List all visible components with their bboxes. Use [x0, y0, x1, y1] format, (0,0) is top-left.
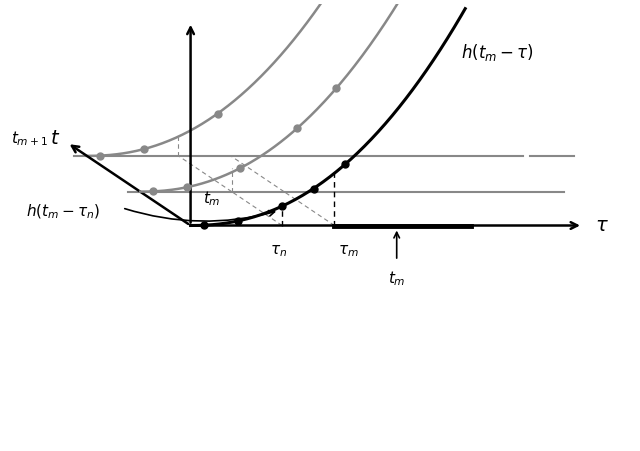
Text: $t_m$: $t_m$	[388, 270, 406, 289]
Text: $t_{m+1}$: $t_{m+1}$	[12, 129, 49, 147]
Text: $t$: $t$	[50, 129, 60, 148]
Text: $\tau_n$: $\tau_n$	[271, 243, 287, 259]
Text: $h(t_m - \tau_n)$: $h(t_m - \tau_n)$	[26, 203, 100, 221]
Text: $\tau_m$: $\tau_m$	[337, 243, 358, 259]
Text: $t_m$: $t_m$	[203, 189, 221, 208]
Text: $\tau$: $\tau$	[595, 216, 609, 235]
Text: $h(t_m - \tau)$: $h(t_m - \tau)$	[461, 42, 534, 63]
